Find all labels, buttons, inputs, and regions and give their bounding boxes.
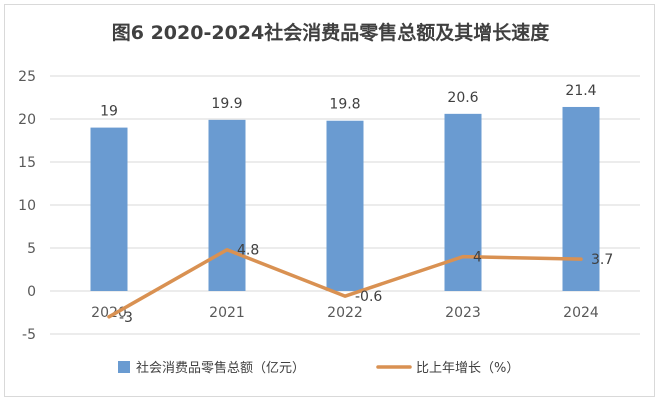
y-tick-label: 5 <box>27 241 36 257</box>
chart-title: 图6 2020-2024社会消费品零售总额及其增长速度 <box>111 22 550 44</box>
y-tick-label: 20 <box>18 112 36 128</box>
bar-2022 <box>326 120 364 291</box>
bar-value-label: 21.4 <box>565 83 596 99</box>
line-value-label: 4 <box>473 250 482 266</box>
x-tick-label: 2023 <box>445 305 481 321</box>
x-axis-ticks: 2020 2021 2022 2023 2024 <box>91 305 599 321</box>
bar-value-label: 19.9 <box>211 96 242 112</box>
bar-2021 <box>208 119 246 291</box>
legend-bar-swatch <box>118 361 130 373</box>
line-value-label: -0.6 <box>355 289 382 305</box>
bar-2020 <box>90 127 128 291</box>
y-tick-label: 15 <box>18 155 36 171</box>
x-tick-label: 2024 <box>563 305 599 321</box>
legend-bar-label: 社会消费品零售总额（亿元） <box>136 360 305 376</box>
bar-value-label: 20.6 <box>447 90 478 106</box>
bar-series <box>90 106 600 292</box>
y-tick-label: 25 <box>18 69 36 85</box>
legend: 社会消费品零售总额（亿元） 比上年增长（%） <box>118 360 519 376</box>
bar-value-label: 19.8 <box>329 97 360 113</box>
line-growth-rate <box>107 247 583 319</box>
y-tick-label: 0 <box>27 284 36 300</box>
y-tick-label: 10 <box>18 198 36 214</box>
bar-value-label: 19 <box>100 104 118 120</box>
legend-line-label: 比上年增长（%） <box>416 361 519 376</box>
bar-value-labels: 19 19.9 19.8 20.6 21.4 <box>100 83 597 120</box>
x-tick-label: 2022 <box>327 305 363 321</box>
line-value-label: -3 <box>119 310 133 326</box>
line-value-label: 3.7 <box>591 252 613 268</box>
y-axis-ticks: 25 20 15 10 5 0 -5 <box>18 69 36 343</box>
x-tick-label: 2021 <box>209 305 245 321</box>
line-value-label: 4.8 <box>237 243 259 259</box>
x-tick-label: 2020 <box>91 305 127 321</box>
line-series <box>107 247 583 319</box>
line-value-labels: -3 4.8 -0.6 4 3.7 <box>119 243 613 326</box>
y-tick-label: -5 <box>22 327 36 343</box>
